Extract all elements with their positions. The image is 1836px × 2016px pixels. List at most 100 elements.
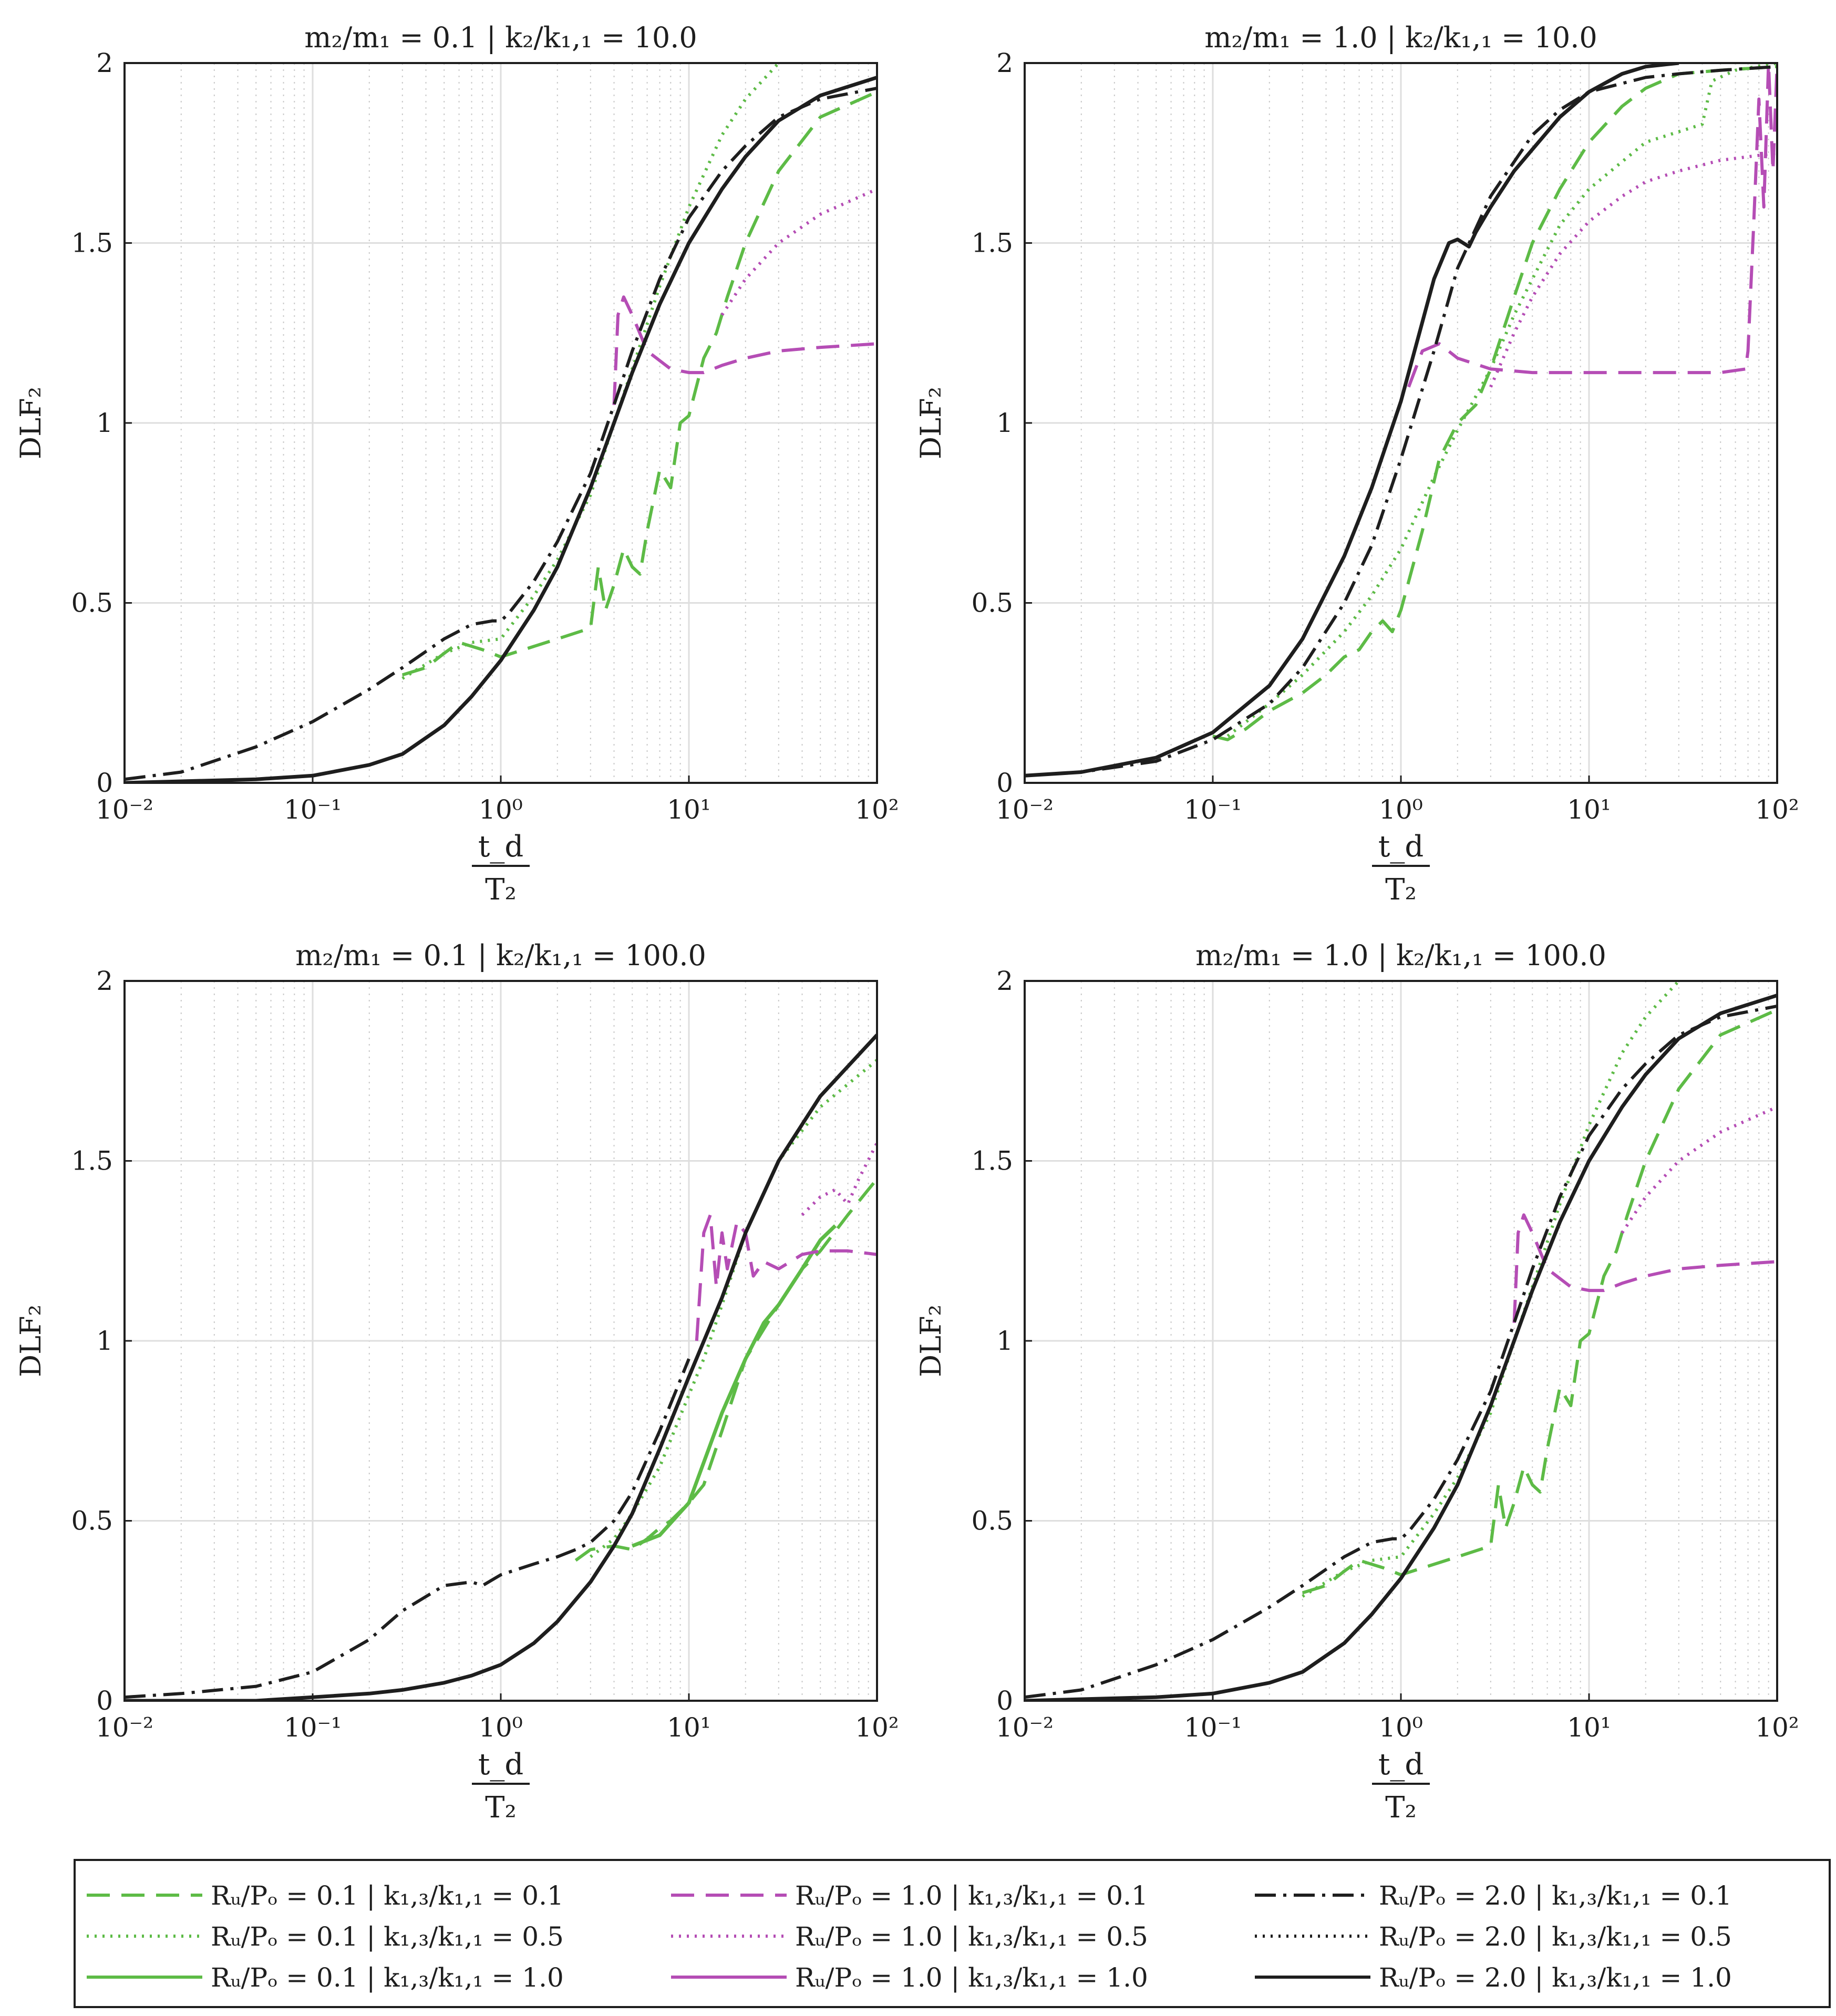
x-tick-label: 10⁻² [996, 794, 1054, 825]
legend-label: Rᵤ/Pₒ = 2.0 | k₁,₃/k₁,₁ = 0.5 [1379, 1921, 1732, 1952]
x-axis-label-denominator: T₂ [485, 1791, 517, 1825]
x-tick-label: 10² [855, 794, 899, 825]
x-tick-label: 10⁻¹ [284, 1712, 342, 1743]
series-line-4 [1407, 63, 1777, 388]
axes-frame [1024, 62, 1778, 784]
chart-panel-4: 10⁻² 10⁻¹ 10⁰ 10¹ 10² 0 0.5 1 1.5 2 m₂/m₁ = 1.0 | … [914, 939, 1799, 1825]
y-tick-label: 0 [996, 768, 1013, 798]
axes-frame [123, 62, 878, 784]
legend-label: Rᵤ/Pₒ = 1.0 | k₁,₃/k₁,₁ = 1.0 [795, 1962, 1148, 1993]
y-tick-label: 2 [996, 966, 1013, 996]
x-axis-label-numerator: t_d [478, 830, 523, 864]
chart-panel-2: 10⁻² 10⁻¹ 10⁰ 10¹ 10² 0 0.5 1 1.5 2 m₂/m₁ = 1.0 | … [914, 21, 1799, 907]
series-line-1 [401, 90, 877, 677]
x-axis-label-numerator: t_d [1378, 830, 1424, 864]
subplot-grid: 10⁻² 10⁻¹ 10⁰ 10¹ 10² 0 0.5 1 1.5 2 m₂/m₁ = 0.1 | … [14, 21, 1799, 1825]
y-tick-label: 1 [996, 408, 1013, 438]
y-tick-label: 1.5 [971, 228, 1013, 259]
legend: Rᵤ/Pₒ = 0.1 | k₁,₃/k₁,₁ = 0.1 Rᵤ/Pₒ = 1.0… [74, 1859, 1831, 2008]
series-line-1 [1212, 65, 1777, 741]
series-group [1025, 981, 1777, 1701]
y-tick-label: 1.5 [71, 228, 113, 259]
chart-title: m₂/m₁ = 1.0 | k₂/k₁,₁ = 100.0 [1195, 939, 1606, 972]
y-tick-label: 2 [96, 48, 113, 78]
legend-label: Rᵤ/Pₒ = 0.1 | k₁,₃/k₁,₁ = 0.5 [211, 1921, 564, 1952]
x-axis-label-denominator: T₂ [1385, 1791, 1417, 1825]
series-line-9 [1025, 994, 1777, 1701]
x-tick-label: 10⁻¹ [284, 794, 342, 825]
series-group [125, 63, 877, 783]
x-tick-label: 10⁰ [1379, 1712, 1423, 1743]
y-axis-label: DLF₂ [914, 1305, 947, 1377]
x-tick-label: 10² [1755, 1712, 1799, 1743]
x-axis-label-numerator: t_d [478, 1748, 523, 1782]
y-tick-label: 0.5 [71, 588, 113, 618]
x-tick-label: 10⁻¹ [1184, 794, 1242, 825]
series-line-5 [801, 1142, 877, 1216]
y-tick-label: 0.5 [971, 588, 1013, 618]
chart-title: m₂/m₁ = 1.0 | k₂/k₁,₁ = 10.0 [1204, 21, 1597, 54]
x-tick-label: 10⁻² [996, 1712, 1054, 1743]
legend-label: Rᵤ/Pₒ = 2.0 | k₁,₃/k₁,₁ = 0.1 [1379, 1880, 1732, 1911]
x-tick-label: 10¹ [1567, 794, 1611, 825]
series-line-1 [1302, 1008, 1777, 1595]
x-tick-label: 10⁻² [96, 794, 153, 825]
x-tick-label: 10⁻² [96, 1712, 153, 1743]
x-tick-label: 10¹ [667, 1712, 711, 1743]
legend-label: Rᵤ/Pₒ = 2.0 | k₁,₃/k₁,₁ = 1.0 [1379, 1962, 1732, 1993]
x-tick-label: 10² [1755, 794, 1799, 825]
y-tick-label: 0 [996, 1686, 1013, 1716]
legend-label: Rᵤ/Pₒ = 1.0 | k₁,₃/k₁,₁ = 0.1 [795, 1880, 1148, 1911]
axes-frame [123, 980, 878, 1702]
y-tick-label: 2 [96, 966, 113, 996]
x-axis-label-denominator: T₂ [485, 873, 517, 907]
x-tick-label: 10⁻¹ [1184, 1712, 1242, 1743]
series-line-2 [1226, 63, 1777, 738]
x-tick-label: 10⁰ [479, 1712, 523, 1743]
x-axis-label-denominator: T₂ [1385, 873, 1417, 907]
y-tick-label: 1.5 [971, 1146, 1013, 1176]
series-group [1025, 63, 1777, 778]
series-line-7 [125, 87, 877, 781]
y-axis-label: DLF₂ [14, 1305, 47, 1377]
series-line-9 [125, 1033, 877, 1701]
series-line-1 [574, 1177, 877, 1562]
y-tick-label: 0 [96, 1686, 113, 1716]
series-line-4 [612, 295, 877, 405]
chart-title: m₂/m₁ = 0.1 | k₂/k₁,₁ = 10.0 [304, 21, 697, 54]
y-tick-label: 0 [96, 768, 113, 798]
y-tick-label: 2 [996, 48, 1013, 78]
legend-label: Rᵤ/Pₒ = 1.0 | k₁,₃/k₁,₁ = 0.5 [795, 1921, 1148, 1952]
x-tick-label: 10¹ [667, 794, 711, 825]
chart-panel-1: 10⁻² 10⁻¹ 10⁰ 10¹ 10² 0 0.5 1 1.5 2 m₂/m₁ = 0.1 | … [14, 21, 899, 907]
series-line-7 [1025, 65, 1777, 778]
x-tick-label: 10¹ [1567, 1712, 1611, 1743]
chart-panel-3: 10⁻² 10⁻¹ 10⁰ 10¹ 10² 0 0.5 1 1.5 2 m₂/m₁ = 0.1 | … [14, 939, 899, 1825]
y-axis-label: DLF₂ [914, 387, 947, 459]
series-line-5 [1489, 151, 1777, 388]
series-line-2 [589, 1059, 877, 1558]
series-line-4 [1512, 1213, 1777, 1323]
series-line-9 [1025, 63, 1679, 778]
series-group [125, 1033, 877, 1701]
x-tick-label: 10² [855, 1712, 899, 1743]
y-axis-label: DLF₂ [14, 387, 47, 459]
y-tick-label: 0.5 [971, 1506, 1013, 1536]
series-line-3 [631, 1224, 837, 1548]
axes-frame [1024, 980, 1778, 1702]
y-tick-label: 1.5 [71, 1146, 113, 1176]
y-tick-label: 1 [96, 408, 113, 438]
x-axis-label-numerator: t_d [1378, 1748, 1424, 1782]
legend-box [74, 1859, 1831, 2008]
legend-label: Rᵤ/Pₒ = 0.1 | k₁,₃/k₁,₁ = 0.1 [211, 1880, 564, 1911]
x-tick-label: 10⁰ [479, 794, 523, 825]
y-tick-label: 0.5 [71, 1506, 113, 1536]
series-line-9 [125, 76, 877, 783]
series-line-7 [125, 1358, 690, 1699]
x-tick-label: 10⁰ [1379, 794, 1423, 825]
chart-title: m₂/m₁ = 0.1 | k₂/k₁,₁ = 100.0 [295, 939, 706, 972]
series-line-7 [1025, 1005, 1777, 1699]
y-tick-label: 1 [996, 1326, 1013, 1356]
y-tick-label: 1 [96, 1326, 113, 1356]
